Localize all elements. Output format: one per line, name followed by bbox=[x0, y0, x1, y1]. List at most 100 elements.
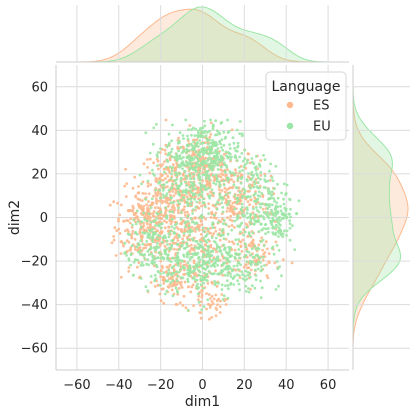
data-point bbox=[198, 198, 202, 202]
data-point bbox=[186, 210, 189, 214]
data-point bbox=[282, 202, 286, 206]
data-point bbox=[167, 225, 171, 229]
data-point bbox=[262, 217, 266, 221]
data-point bbox=[162, 236, 165, 240]
data-point bbox=[206, 279, 209, 283]
data-point bbox=[233, 219, 237, 223]
data-point bbox=[217, 297, 221, 301]
data-point bbox=[165, 289, 169, 293]
data-point bbox=[120, 203, 123, 207]
data-point bbox=[157, 223, 161, 227]
data-point bbox=[223, 267, 227, 271]
data-point bbox=[284, 193, 287, 197]
data-point bbox=[251, 238, 255, 242]
data-point bbox=[144, 131, 148, 135]
data-point bbox=[184, 214, 187, 217]
data-point bbox=[181, 162, 184, 166]
data-point bbox=[243, 274, 247, 278]
data-point bbox=[186, 161, 190, 165]
data-point bbox=[199, 240, 203, 244]
data-point bbox=[183, 260, 186, 263]
data-point bbox=[166, 160, 170, 164]
data-point bbox=[170, 225, 174, 229]
data-point bbox=[162, 196, 166, 199]
data-point bbox=[123, 241, 127, 245]
data-point bbox=[207, 251, 211, 255]
data-point bbox=[225, 209, 229, 213]
data-point bbox=[172, 201, 176, 204]
data-point bbox=[269, 219, 272, 223]
data-point bbox=[247, 290, 251, 294]
data-point bbox=[218, 305, 222, 309]
data-point bbox=[229, 158, 233, 162]
data-point bbox=[211, 168, 214, 172]
data-point bbox=[236, 193, 240, 197]
data-point bbox=[187, 224, 191, 228]
data-point bbox=[167, 132, 171, 136]
y-tick-label: 60 bbox=[31, 80, 48, 95]
data-point bbox=[251, 260, 255, 264]
data-point bbox=[237, 176, 241, 180]
data-point bbox=[200, 249, 203, 253]
data-point bbox=[162, 238, 165, 242]
data-point bbox=[207, 207, 211, 210]
data-point bbox=[206, 232, 209, 236]
data-point bbox=[264, 232, 267, 236]
data-point bbox=[172, 215, 176, 219]
data-point bbox=[190, 229, 194, 233]
data-point bbox=[137, 250, 140, 254]
data-point bbox=[254, 165, 258, 169]
data-point bbox=[196, 157, 199, 160]
data-point bbox=[194, 165, 198, 169]
data-point bbox=[170, 172, 174, 176]
data-point bbox=[212, 165, 216, 168]
data-point bbox=[152, 210, 156, 213]
data-point bbox=[161, 287, 165, 291]
data-point bbox=[169, 165, 172, 169]
data-point bbox=[266, 203, 270, 207]
data-point bbox=[170, 205, 174, 209]
data-point bbox=[252, 207, 255, 211]
data-point bbox=[227, 196, 230, 199]
data-point bbox=[220, 201, 224, 205]
data-point bbox=[249, 263, 253, 267]
data-point bbox=[226, 206, 230, 210]
data-point bbox=[147, 242, 151, 246]
data-point bbox=[147, 208, 151, 211]
data-point bbox=[248, 261, 252, 265]
data-point bbox=[152, 126, 156, 130]
data-point bbox=[259, 214, 263, 218]
data-point bbox=[211, 302, 215, 305]
data-point bbox=[200, 264, 203, 268]
data-point bbox=[140, 220, 144, 224]
data-point bbox=[208, 178, 211, 182]
data-point bbox=[161, 275, 165, 279]
data-point bbox=[216, 303, 219, 307]
data-point bbox=[168, 247, 172, 251]
data-point bbox=[126, 228, 129, 232]
data-point bbox=[220, 146, 223, 149]
data-point bbox=[227, 151, 231, 155]
data-point bbox=[254, 247, 258, 251]
data-point bbox=[148, 151, 152, 155]
data-point bbox=[241, 169, 245, 172]
data-point bbox=[149, 225, 152, 229]
data-point bbox=[186, 308, 190, 312]
data-point bbox=[163, 170, 166, 174]
data-point bbox=[179, 283, 183, 287]
data-point bbox=[165, 199, 169, 203]
data-point bbox=[173, 208, 176, 212]
data-point bbox=[218, 248, 222, 252]
x-tick-label: −20 bbox=[147, 378, 174, 393]
data-point bbox=[178, 202, 182, 206]
data-point bbox=[218, 188, 221, 192]
data-point bbox=[249, 178, 253, 182]
data-point bbox=[205, 274, 208, 278]
data-point bbox=[181, 173, 185, 177]
data-point bbox=[131, 273, 135, 277]
data-point bbox=[177, 206, 181, 210]
data-point bbox=[192, 265, 195, 269]
data-point bbox=[221, 222, 225, 226]
data-point bbox=[187, 272, 191, 275]
data-point bbox=[256, 176, 260, 180]
